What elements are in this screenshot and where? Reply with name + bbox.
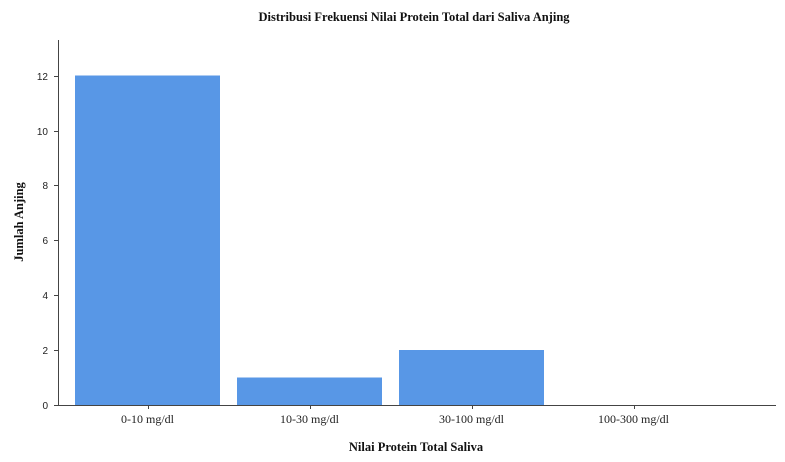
y-tick-label: 12 bbox=[37, 72, 49, 83]
x-tick-label: 30-100 mg/dl bbox=[439, 412, 505, 426]
x-axis-ticks: 0-10 mg/dl 10-30 mg/dl 30-100 mg/dl 100-300… bbox=[121, 405, 670, 426]
x-tick-label: 0-10 mg/dl bbox=[121, 412, 175, 426]
x-tick-label: 10-30 mg/dl bbox=[280, 412, 340, 426]
bars-layer bbox=[75, 75, 544, 405]
y-tick-label: 6 bbox=[42, 236, 48, 247]
y-tick-label: 10 bbox=[37, 127, 49, 138]
y-axis-label: Jumlah Anjing bbox=[12, 181, 26, 261]
y-axis-ticks: 0 2 4 6 8 10 12 bbox=[37, 72, 58, 412]
y-tick-label: 8 bbox=[42, 181, 48, 192]
chart-title: Distribusi Frekuensi Nilai Protein Total… bbox=[258, 10, 570, 24]
bar-3 bbox=[399, 350, 544, 405]
x-axis-label: Nilai Protein Total Saliva bbox=[349, 440, 484, 454]
y-tick-label: 4 bbox=[42, 291, 48, 302]
x-tick-label: 100-300 mg/dl bbox=[598, 412, 670, 426]
bar-2 bbox=[237, 377, 382, 405]
bar-1 bbox=[75, 75, 220, 405]
y-tick-label: 2 bbox=[42, 346, 48, 357]
y-tick-label: 0 bbox=[42, 401, 48, 412]
